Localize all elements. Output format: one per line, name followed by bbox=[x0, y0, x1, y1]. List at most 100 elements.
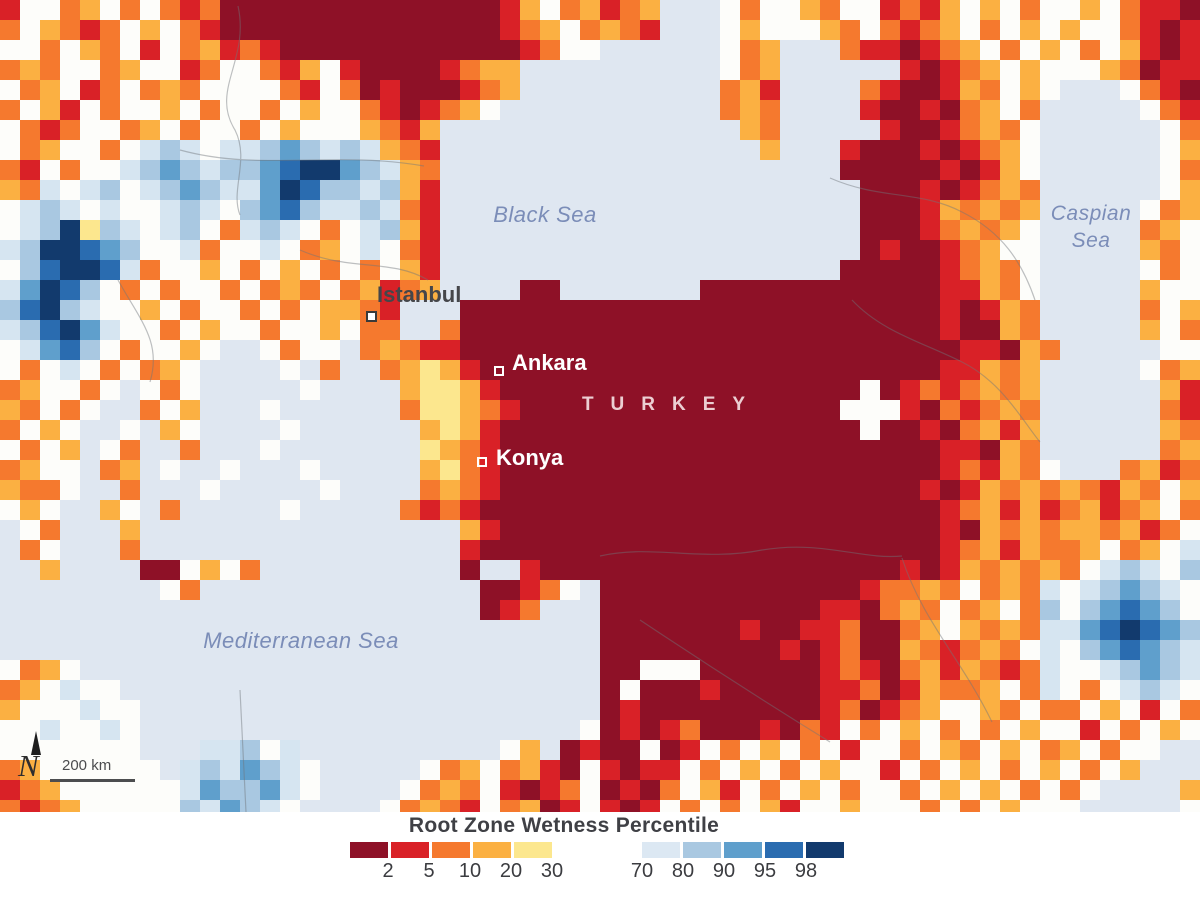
map-cell bbox=[1020, 400, 1040, 420]
map-cell bbox=[840, 680, 860, 700]
map-cell bbox=[300, 500, 320, 520]
map-cell bbox=[100, 720, 120, 740]
raster-row bbox=[0, 480, 1200, 500]
map-cell bbox=[160, 20, 180, 40]
map-cell bbox=[80, 420, 100, 440]
ankara-label: Ankara bbox=[512, 350, 587, 375]
map-cell bbox=[780, 680, 800, 700]
map-cell bbox=[920, 0, 940, 20]
map-cell bbox=[620, 260, 640, 280]
map-cell bbox=[920, 700, 940, 720]
map-cell bbox=[280, 500, 300, 520]
map-cell bbox=[700, 440, 720, 460]
map-cell bbox=[420, 0, 440, 20]
map-cell bbox=[580, 800, 600, 812]
map-cell bbox=[800, 500, 820, 520]
map-cell bbox=[260, 500, 280, 520]
map-cell bbox=[80, 180, 100, 200]
map-cell bbox=[120, 260, 140, 280]
map-cell bbox=[440, 460, 460, 480]
map-cell bbox=[300, 80, 320, 100]
map-cell bbox=[460, 320, 480, 340]
map-cell bbox=[400, 560, 420, 580]
map-cell bbox=[1060, 720, 1080, 740]
map-cell bbox=[1180, 40, 1200, 60]
map-cell bbox=[460, 60, 480, 80]
map-cell bbox=[160, 380, 180, 400]
map-cell bbox=[820, 260, 840, 280]
map-cell bbox=[1040, 40, 1060, 60]
map-cell bbox=[0, 340, 20, 360]
map-cell bbox=[60, 80, 80, 100]
map-cell bbox=[60, 380, 80, 400]
map-cell bbox=[1020, 560, 1040, 580]
map-cell bbox=[40, 600, 60, 620]
map-cell bbox=[340, 260, 360, 280]
map-cell bbox=[1120, 200, 1140, 220]
map-cell bbox=[20, 160, 40, 180]
map-cell bbox=[0, 440, 20, 460]
map-cell bbox=[760, 540, 780, 560]
map-cell bbox=[1040, 280, 1060, 300]
map-cell bbox=[320, 400, 340, 420]
map-cell bbox=[1080, 0, 1100, 20]
map-cell bbox=[520, 140, 540, 160]
map-cell bbox=[720, 640, 740, 660]
map-cell bbox=[440, 80, 460, 100]
map-cell bbox=[600, 640, 620, 660]
map-cell bbox=[940, 660, 960, 680]
map-cell bbox=[880, 300, 900, 320]
map-cell bbox=[780, 80, 800, 100]
map-cell bbox=[520, 560, 540, 580]
map-cell bbox=[700, 780, 720, 800]
map-cell bbox=[940, 120, 960, 140]
map-cell bbox=[480, 300, 500, 320]
map-cell bbox=[520, 600, 540, 620]
map-cell bbox=[1080, 620, 1100, 640]
raster-row bbox=[0, 60, 1200, 80]
map-cell bbox=[60, 620, 80, 640]
map-cell bbox=[800, 760, 820, 780]
map-cell bbox=[520, 680, 540, 700]
map-cell bbox=[300, 720, 320, 740]
map-cell bbox=[520, 660, 540, 680]
map-cell bbox=[240, 540, 260, 560]
map-cell bbox=[520, 380, 540, 400]
map-cell bbox=[80, 500, 100, 520]
map-cell bbox=[500, 240, 520, 260]
map-cell bbox=[80, 740, 100, 760]
map-cell bbox=[100, 240, 120, 260]
map-cell bbox=[240, 620, 260, 640]
map-cell bbox=[340, 720, 360, 740]
map-cell bbox=[1100, 280, 1120, 300]
map-cell bbox=[180, 380, 200, 400]
map-cell bbox=[240, 480, 260, 500]
map-cell bbox=[660, 800, 680, 812]
map-cell bbox=[40, 460, 60, 480]
map-cell bbox=[20, 460, 40, 480]
map-cell bbox=[940, 320, 960, 340]
map-cell bbox=[700, 400, 720, 420]
map-cell bbox=[1180, 60, 1200, 80]
map-cell bbox=[1060, 320, 1080, 340]
map-cell bbox=[240, 320, 260, 340]
map-cell bbox=[180, 420, 200, 440]
map-cell bbox=[0, 620, 20, 640]
map-cell bbox=[860, 60, 880, 80]
legend-tick-label: 20 bbox=[499, 860, 523, 882]
map-cell bbox=[900, 640, 920, 660]
map-cell bbox=[20, 300, 40, 320]
map-cell bbox=[600, 140, 620, 160]
raster-row bbox=[0, 220, 1200, 240]
map-cell bbox=[840, 140, 860, 160]
map-cell bbox=[1040, 300, 1060, 320]
map-cell bbox=[520, 360, 540, 380]
map-cell bbox=[1000, 220, 1020, 240]
map-cell bbox=[320, 140, 340, 160]
map-cell bbox=[1160, 380, 1180, 400]
map-cell bbox=[1080, 340, 1100, 360]
map-cell bbox=[260, 600, 280, 620]
raster-row bbox=[0, 320, 1200, 340]
map-cell bbox=[320, 760, 340, 780]
map-cell bbox=[1120, 660, 1140, 680]
